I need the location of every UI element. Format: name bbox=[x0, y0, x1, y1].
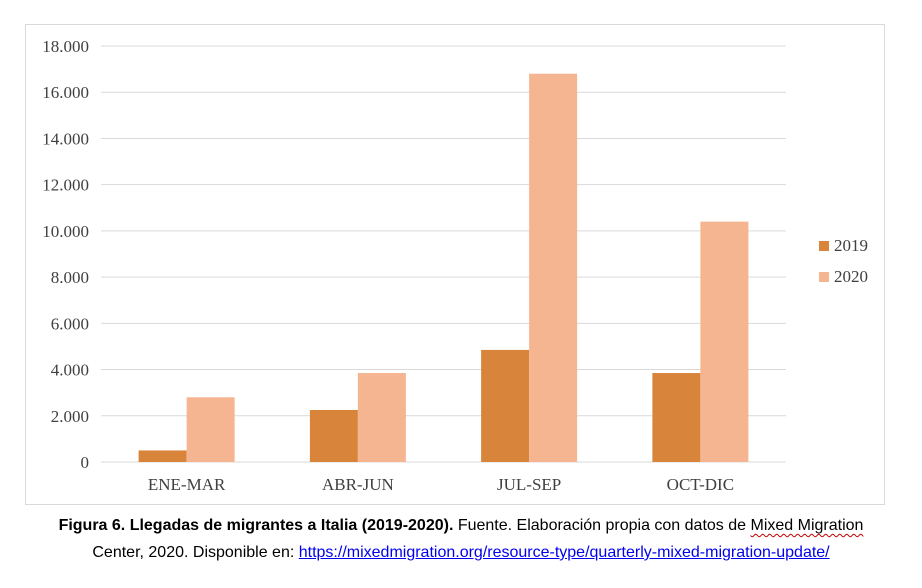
bar-2019-abr-jun bbox=[309, 410, 358, 462]
bar-2020-abr-jun bbox=[357, 373, 406, 462]
caption-line-1: Figura 6. Llegadas de migrantes a Italia… bbox=[0, 512, 922, 539]
caption-line-2: Center, 2020. Disponible en: https://mix… bbox=[0, 539, 922, 566]
legend-label-2020: 2020 bbox=[834, 267, 868, 286]
bar-2019-jul-sep bbox=[481, 349, 530, 462]
legend: 2019 2020 bbox=[819, 236, 868, 286]
bar-2019-oct-dic bbox=[652, 373, 701, 462]
y-tick-label: 8.000 bbox=[51, 268, 89, 287]
chart-frame: 0 2.000 4.000 6.000 8.000 10.000 12.000 14.000 1… bbox=[25, 24, 885, 505]
x-tick-label: ENE-MAR bbox=[148, 475, 226, 494]
y-tick-label: 12.000 bbox=[42, 176, 89, 195]
y-tick-label: 10.000 bbox=[42, 222, 89, 241]
caption-source-text: Fuente. Elaboración propia con datos de bbox=[453, 517, 751, 534]
legend-label-2019: 2019 bbox=[834, 236, 868, 255]
caption-title: Figura 6. Llegadas de migrantes a Italia… bbox=[58, 517, 454, 534]
figure-caption: Figura 6. Llegadas de migrantes a Italia… bbox=[0, 512, 922, 566]
axis-labels: 0 2.000 4.000 6.000 8.000 10.000 12.000 14.000 1… bbox=[42, 37, 734, 494]
bar-chart: 0 2.000 4.000 6.000 8.000 10.000 12.000 14.000 1… bbox=[42, 37, 868, 494]
x-tick-label: ABR-JUN bbox=[322, 475, 394, 494]
y-tick-label: 6.000 bbox=[51, 314, 89, 333]
bar-2020-jul-sep bbox=[529, 73, 578, 462]
y-tick-label: 4.000 bbox=[51, 361, 89, 380]
y-tick-label: 14.000 bbox=[42, 129, 89, 148]
bar-2019-ene-mar bbox=[138, 450, 187, 462]
legend-swatch-2019 bbox=[819, 241, 829, 251]
y-tick-label: 0 bbox=[81, 453, 90, 472]
y-tick-label: 18.000 bbox=[42, 37, 89, 56]
bar-2020-oct-dic bbox=[700, 221, 749, 462]
x-tick-label: JUL-SEP bbox=[497, 475, 561, 494]
caption-source-name: Mixed Migration bbox=[750, 517, 864, 534]
bar-2020-ene-mar bbox=[186, 397, 235, 462]
x-tick-label: OCT-DIC bbox=[667, 475, 734, 494]
caption-available-text: Center, 2020. Disponible en: bbox=[92, 544, 299, 561]
source-link[interactable]: https://mixedmigration.org/resource-type… bbox=[298, 544, 830, 561]
y-tick-label: 2.000 bbox=[51, 407, 89, 426]
y-tick-label: 16.000 bbox=[42, 83, 89, 102]
legend-swatch-2020 bbox=[819, 272, 829, 282]
bars bbox=[138, 73, 749, 462]
